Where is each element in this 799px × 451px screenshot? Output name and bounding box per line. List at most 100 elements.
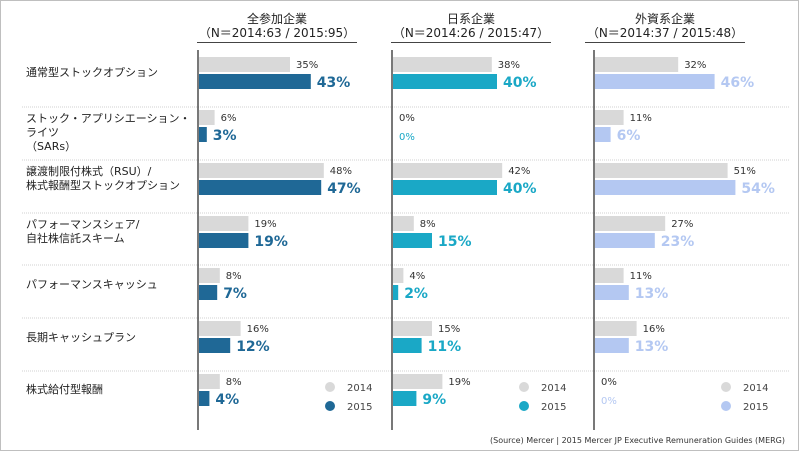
data-label-2015: 0% [601, 396, 617, 407]
bar-2015 [199, 127, 207, 142]
bar-2014 [595, 216, 666, 231]
row-label-line: 株式報酬型ストックオプション [26, 179, 180, 192]
bar-2014 [199, 57, 290, 72]
legend-label-2014: 2014 [347, 383, 372, 394]
data-label-2014: 38% [498, 60, 520, 71]
bar-2014 [199, 268, 220, 283]
bar-2015 [393, 285, 399, 300]
row-label: 通常型ストックオプション [26, 66, 196, 80]
data-label-2015: 6% [617, 128, 641, 144]
panel-title-japanese: 日系企業 [446, 12, 495, 26]
panel-header-rule [585, 42, 745, 43]
row-label: ストック・アプリシエーション・ライツ （SARs） [26, 112, 196, 154]
row-label-line: 自社株信託スキーム [26, 232, 125, 245]
data-label-2015: 23% [661, 234, 695, 250]
data-label-2015: 46% [721, 75, 755, 91]
panel-header-japanese: 日系企業 （N＝2014:26 / 2015:47） [391, 12, 551, 43]
row-label-line: 通常型ストックオプション [26, 66, 158, 79]
bar-2015 [393, 391, 417, 406]
bar-2014 [199, 374, 220, 389]
bar-2014 [595, 163, 728, 178]
row-label: 譲渡制限付株式（RSU）/ 株式報酬型ストックオプション [26, 165, 196, 193]
data-label-2015: 19% [254, 234, 288, 250]
data-label-2015: 4% [215, 392, 239, 408]
legend-marker-2015 [325, 401, 335, 411]
row-label: パフォーマンスシェア/ 自社株信託スキーム [26, 218, 196, 246]
panel-subtitle-foreign: （N＝2014:37 / 2015:48） [586, 26, 744, 40]
source-note: (Source) Mercer | 2015 Mercer JP Executi… [490, 436, 785, 445]
row-label-line: 譲渡制限付株式（RSU）/ [26, 165, 152, 178]
legend-label-2015: 2015 [541, 402, 566, 413]
row-label: 株式給付型報酬 [26, 383, 196, 397]
bar-2014 [393, 321, 432, 336]
data-label-2014: 8% [226, 271, 242, 282]
legend-marker-2014 [721, 382, 731, 392]
row-label: 長期キャッシュプラン [26, 331, 196, 345]
data-label-2014: 8% [226, 377, 242, 388]
bar-2014 [393, 57, 492, 72]
data-label-2015: 2% [404, 286, 428, 302]
bar-2014 [393, 163, 503, 178]
data-label-2015: 40% [503, 181, 537, 197]
bar-2015 [595, 180, 736, 195]
panel-header-rule [391, 42, 551, 43]
panel-title-all: 全参加企業 [246, 12, 307, 26]
data-label-2014: 48% [330, 166, 352, 177]
bar-2015 [595, 338, 629, 353]
row-label-line: パフォーマンスキャッシュ [26, 278, 158, 291]
data-label-2014: 8% [420, 219, 436, 230]
data-label-2014: 32% [684, 60, 706, 71]
data-label-2014: 15% [438, 324, 460, 335]
bar-2014 [199, 216, 249, 231]
data-label-2015: 12% [236, 339, 270, 355]
row-label: パフォーマンスキャッシュ [26, 278, 196, 292]
panel-subtitle-japanese: （N＝2014:26 / 2015:47） [392, 26, 550, 40]
bar-2015 [199, 74, 311, 89]
row-label-line: 長期キャッシュプラン [26, 331, 136, 344]
bar-2015 [393, 338, 422, 353]
data-label-2015: 54% [741, 181, 775, 197]
row-label-line: ストック・アプリシエーション・ライツ [26, 112, 191, 139]
data-label-2014: 16% [247, 324, 269, 335]
legend-marker-2014 [519, 382, 529, 392]
row-label-line: （SARs） [26, 140, 77, 153]
data-label-2015: 3% [213, 128, 237, 144]
panel-header-rule [197, 42, 357, 43]
bar-2014 [595, 321, 637, 336]
data-label-2015: 13% [635, 339, 669, 355]
bar-2014 [595, 268, 624, 283]
panel-title-foreign: 外資系企業 [634, 12, 695, 26]
data-label-2014: 35% [296, 60, 318, 71]
legend-label-2015: 2015 [743, 402, 768, 413]
data-label-2015: 43% [317, 75, 351, 91]
data-label-2015: 40% [503, 75, 537, 91]
legend-marker-2015 [519, 401, 529, 411]
data-label-2014: 6% [221, 113, 237, 124]
bar-2015 [595, 127, 611, 142]
row-label-line: パフォーマンスシェア/ [26, 218, 140, 231]
data-label-2014: 19% [448, 377, 470, 388]
data-label-2014: 4% [409, 271, 425, 282]
bar-2014 [595, 57, 679, 72]
legend-label-2015: 2015 [347, 402, 372, 413]
bar-2015 [595, 233, 655, 248]
data-label-2015: 47% [327, 181, 361, 197]
bar-2014 [199, 110, 215, 125]
legend-label-2014: 2014 [541, 383, 566, 394]
bar-2014 [393, 268, 404, 283]
bar-2015 [393, 74, 497, 89]
bar-2014 [393, 216, 414, 231]
legend-marker-2014 [325, 382, 335, 392]
legend-marker-2015 [721, 401, 731, 411]
panel-subtitle-all: （N＝2014:63 / 2015:95） [198, 26, 356, 40]
data-label-2015: 7% [223, 286, 247, 302]
panel-header-foreign: 外資系企業 （N＝2014:37 / 2015:48） [585, 12, 745, 43]
bar-2014 [595, 110, 624, 125]
bar-2015 [199, 233, 249, 248]
panel-header-all: 全参加企業 （N＝2014:63 / 2015:95） [197, 12, 357, 43]
data-label-2014: 16% [643, 324, 665, 335]
data-label-2015: 9% [422, 392, 446, 408]
data-label-2015: 15% [438, 234, 472, 250]
data-label-2014: 19% [254, 219, 276, 230]
